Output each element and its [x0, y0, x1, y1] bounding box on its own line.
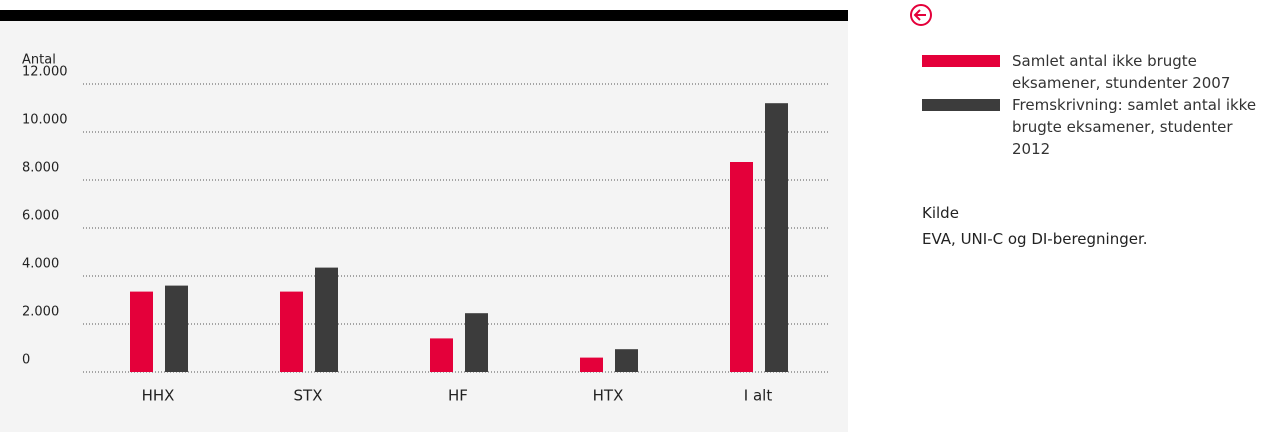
bar — [315, 267, 338, 372]
chart-panel — [0, 10, 848, 432]
legend-swatch — [922, 99, 1000, 111]
legend-item: Samlet antal ikke brugte eksamener, stun… — [922, 50, 1262, 94]
x-tick-label: I alt — [744, 387, 773, 405]
bar — [130, 291, 153, 372]
bar — [765, 103, 788, 372]
bar — [730, 162, 753, 372]
legend-label: Fremskrivning: samlet antal ikke brugte … — [1012, 96, 1257, 158]
back-icon[interactable] — [908, 2, 934, 28]
legend: Samlet antal ikke brugte eksamener, stun… — [922, 50, 1262, 160]
bar — [280, 291, 303, 372]
legend-swatch — [922, 55, 1000, 67]
bar — [580, 357, 603, 372]
y-tick-label: 0 — [22, 353, 30, 368]
y-tick-label: 4.000 — [22, 257, 59, 272]
y-tick-label: 12.000 — [22, 65, 68, 80]
top-bar — [0, 10, 848, 21]
legend-label: Samlet antal ikke brugte eksamener, stun… — [1012, 52, 1231, 92]
bar — [465, 313, 488, 372]
source-title: Kilde — [922, 204, 959, 222]
x-tick-label: HF — [448, 387, 468, 405]
bar — [165, 285, 188, 372]
y-tick-label: 10.000 — [22, 113, 68, 128]
bar — [615, 349, 638, 372]
x-tick-label: STX — [294, 387, 323, 405]
source: EVA, UNI-C og DI-beregninger. — [922, 230, 1148, 248]
chart: Antal 0 2.000 4.000 6.000 8.000 10.000 12.000 H… — [0, 10, 848, 432]
y-tick-label: 2.000 — [22, 305, 59, 320]
y-tick-label: 8.000 — [22, 161, 59, 176]
x-tick-label: HHX — [142, 387, 175, 405]
legend-item: Fremskrivning: samlet antal ikke brugte … — [922, 94, 1262, 160]
bar — [430, 338, 453, 372]
y-tick-label: 6.000 — [22, 209, 59, 224]
x-tick-label: HTX — [593, 387, 624, 405]
y-axis-label: Antal — [22, 53, 56, 68]
